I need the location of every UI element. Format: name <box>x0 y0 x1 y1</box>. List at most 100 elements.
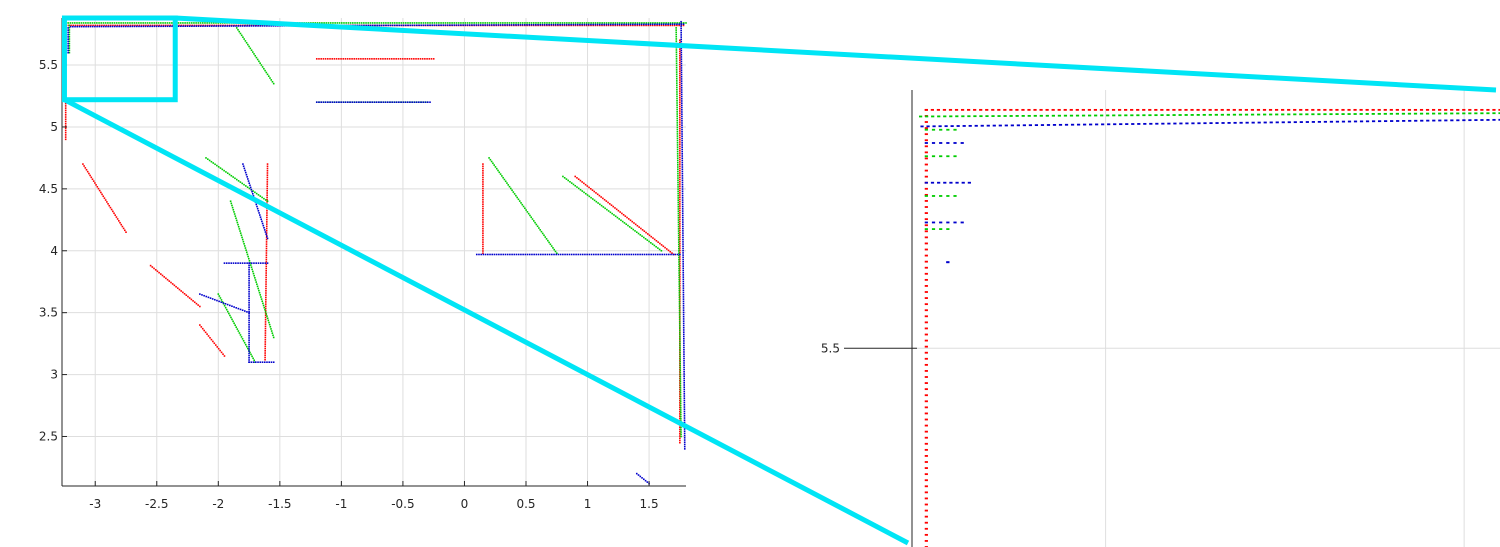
data-point <box>100 22 103 24</box>
data-point <box>679 262 681 265</box>
data-point <box>528 24 531 26</box>
data-point <box>1251 121 1255 124</box>
data-point <box>265 236 268 239</box>
data-point <box>142 24 145 27</box>
data-point <box>625 223 628 226</box>
data-point <box>409 24 411 27</box>
data-point <box>660 23 663 26</box>
data-point <box>220 351 223 354</box>
data-point <box>245 41 248 44</box>
data-point <box>605 23 608 26</box>
data-point <box>495 253 498 256</box>
data-point <box>553 248 556 251</box>
data-point <box>271 332 274 334</box>
data-point <box>126 22 129 24</box>
data-point <box>676 88 678 91</box>
data-point <box>924 248 928 251</box>
data-point <box>264 345 267 348</box>
data-point <box>682 245 684 248</box>
data-point <box>393 22 396 24</box>
data-point <box>586 194 589 196</box>
data-point <box>677 219 680 221</box>
data-point <box>1293 121 1297 124</box>
y-tick-label: 4 <box>50 244 58 258</box>
data-point <box>501 24 504 26</box>
data-point <box>254 279 257 281</box>
data-point <box>360 24 363 27</box>
data-point <box>249 351 251 354</box>
data-point <box>526 211 529 213</box>
data-point <box>681 122 683 124</box>
data-point <box>360 22 363 24</box>
data-point <box>675 60 678 62</box>
data-point <box>683 437 686 439</box>
data-point <box>683 428 686 430</box>
data-point <box>217 22 220 24</box>
data-point <box>497 22 500 24</box>
data-point <box>924 133 928 136</box>
data-point <box>517 198 520 201</box>
data-point <box>236 221 239 224</box>
data-point <box>681 166 684 168</box>
data-point <box>358 22 361 24</box>
data-point <box>1101 123 1105 126</box>
data-point <box>949 181 953 184</box>
data-point <box>256 205 258 208</box>
data-point <box>680 84 683 87</box>
data-point <box>264 307 267 310</box>
data-point <box>1244 108 1248 111</box>
data-point <box>682 322 685 325</box>
data-point <box>226 172 229 174</box>
data-point <box>679 123 681 126</box>
data-point <box>667 24 669 27</box>
data-point <box>271 80 274 83</box>
data-point <box>248 266 250 269</box>
data-point <box>488 24 491 26</box>
data-point <box>654 24 656 27</box>
data-point <box>634 223 637 226</box>
data-point <box>482 221 484 223</box>
data-point <box>682 309 685 311</box>
data-point <box>255 56 258 59</box>
data-point <box>131 22 133 24</box>
data-point <box>588 195 591 198</box>
data-point <box>491 253 494 256</box>
data-point <box>680 97 683 100</box>
data-point <box>89 174 91 177</box>
data-point <box>521 22 524 24</box>
data-point <box>331 101 334 103</box>
data-point <box>595 192 597 194</box>
data-point <box>182 22 184 24</box>
data-point <box>681 119 683 122</box>
data-point <box>679 158 681 161</box>
data-point <box>435 22 438 24</box>
data-point <box>184 25 187 28</box>
data-point <box>679 408 681 411</box>
data-point <box>924 181 928 184</box>
data-point <box>246 262 248 264</box>
data-point <box>924 503 928 506</box>
data-point <box>1197 122 1201 125</box>
data-point <box>584 192 587 195</box>
data-point <box>597 202 599 204</box>
data-point <box>228 312 230 315</box>
data-point <box>1010 124 1014 127</box>
data-point <box>114 24 116 27</box>
data-point <box>1202 113 1206 116</box>
data-point <box>531 253 533 256</box>
data-point <box>246 311 248 313</box>
data-point <box>588 24 590 27</box>
data-point <box>379 58 382 60</box>
data-point <box>266 216 268 219</box>
data-point <box>1311 113 1315 116</box>
data-point <box>429 101 431 103</box>
data-point <box>559 22 562 24</box>
data-point <box>632 253 635 256</box>
data-point <box>422 24 425 27</box>
data-point <box>180 25 182 28</box>
data-point <box>515 253 518 256</box>
data-point <box>347 22 350 24</box>
data-point <box>67 42 69 45</box>
data-point <box>1317 113 1321 116</box>
data-point <box>646 239 649 241</box>
